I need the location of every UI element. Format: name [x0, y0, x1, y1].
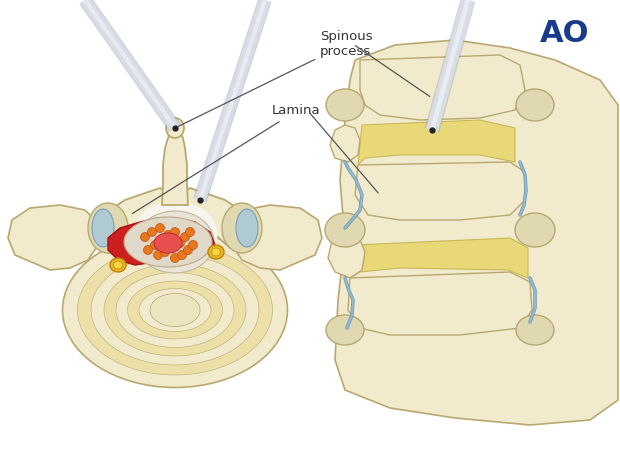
Circle shape [175, 239, 185, 247]
Ellipse shape [222, 203, 262, 253]
Circle shape [164, 230, 172, 240]
Ellipse shape [128, 281, 223, 339]
Circle shape [167, 244, 177, 252]
Circle shape [184, 246, 192, 254]
Ellipse shape [92, 209, 114, 247]
Circle shape [170, 228, 180, 236]
Circle shape [170, 253, 180, 263]
Circle shape [141, 233, 149, 241]
Text: Spinous
process: Spinous process [177, 30, 373, 127]
Ellipse shape [124, 217, 212, 267]
Polygon shape [355, 162, 525, 220]
Polygon shape [8, 205, 100, 270]
Circle shape [180, 233, 190, 241]
Ellipse shape [154, 233, 182, 253]
Ellipse shape [139, 289, 211, 331]
Ellipse shape [325, 213, 365, 247]
Polygon shape [330, 125, 360, 162]
Circle shape [151, 241, 159, 250]
Polygon shape [358, 120, 515, 165]
Ellipse shape [110, 258, 126, 272]
Ellipse shape [136, 211, 214, 273]
Polygon shape [328, 230, 365, 278]
Ellipse shape [516, 89, 554, 121]
Ellipse shape [516, 315, 554, 345]
Circle shape [177, 251, 187, 259]
Ellipse shape [208, 245, 224, 259]
Polygon shape [230, 205, 322, 270]
Polygon shape [350, 238, 528, 278]
Ellipse shape [236, 209, 258, 247]
Circle shape [157, 235, 167, 245]
Text: Lamina: Lamina [132, 105, 321, 213]
Text: AO: AO [540, 19, 590, 49]
Polygon shape [348, 272, 532, 335]
Ellipse shape [166, 118, 184, 138]
Circle shape [156, 224, 164, 233]
Polygon shape [108, 218, 215, 265]
Ellipse shape [326, 89, 364, 121]
Circle shape [188, 241, 198, 250]
Ellipse shape [78, 245, 273, 375]
Ellipse shape [91, 255, 259, 365]
Polygon shape [162, 130, 188, 205]
Circle shape [154, 251, 162, 259]
Ellipse shape [113, 261, 123, 269]
Ellipse shape [116, 273, 234, 347]
Circle shape [185, 228, 195, 236]
Ellipse shape [515, 213, 555, 247]
Polygon shape [182, 188, 250, 248]
Ellipse shape [133, 201, 218, 269]
Circle shape [148, 228, 156, 236]
Ellipse shape [63, 233, 288, 387]
Ellipse shape [326, 315, 364, 345]
Circle shape [143, 246, 153, 254]
Polygon shape [360, 55, 525, 120]
Ellipse shape [150, 293, 200, 326]
Ellipse shape [211, 248, 221, 256]
Ellipse shape [104, 264, 246, 356]
Polygon shape [100, 188, 168, 248]
Circle shape [161, 247, 169, 257]
Polygon shape [335, 40, 618, 425]
Ellipse shape [88, 203, 128, 253]
